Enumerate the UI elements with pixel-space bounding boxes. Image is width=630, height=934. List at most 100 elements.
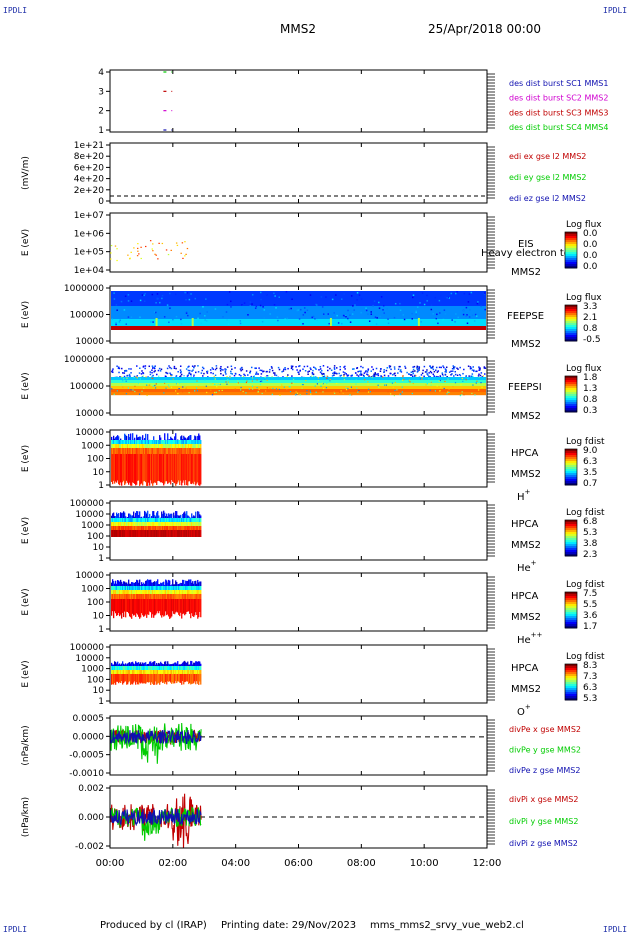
spectrogram-pixel bbox=[179, 365, 182, 367]
spectrogram-pixel bbox=[149, 371, 152, 373]
colorbar-cell bbox=[565, 232, 577, 235]
spectrogram-pixel bbox=[116, 594, 118, 599]
footer-printing-date: Printing date: 29/Nov/2023 bbox=[221, 920, 357, 931]
colorbar-tick-label: 0.0 bbox=[583, 229, 598, 239]
spectrogram-pixel bbox=[145, 662, 147, 666]
spectrogram-pixel bbox=[364, 371, 367, 373]
spectrogram-pixel bbox=[111, 670, 113, 674]
spectrogram-pixel bbox=[177, 661, 179, 666]
spectrogram-pixel bbox=[456, 374, 459, 377]
spectrogram-pixel bbox=[387, 391, 389, 393]
spectrogram-pixel bbox=[175, 674, 177, 682]
spectrogram-pixel bbox=[179, 674, 181, 683]
spectrogram-pixel bbox=[213, 375, 215, 378]
spectrogram-pixel bbox=[408, 379, 411, 381]
spectrogram-pixel bbox=[113, 674, 115, 685]
spectrogram-pixel bbox=[158, 526, 160, 530]
spectrogram-pixel bbox=[166, 454, 168, 482]
spectrogram-pixel bbox=[129, 583, 131, 586]
spectrogram-pixel bbox=[414, 370, 416, 372]
spectrogram-pixel bbox=[184, 444, 186, 448]
spectrogram-pixel bbox=[313, 375, 315, 377]
spectrogram-pixel bbox=[432, 365, 434, 368]
spectrogram-pixel bbox=[197, 666, 199, 670]
spectrogram-pixel bbox=[121, 599, 123, 619]
spectrogram-pixel bbox=[193, 515, 195, 518]
spectrogram-pixel bbox=[433, 375, 436, 378]
spectrogram-pixel bbox=[147, 448, 149, 454]
spectrogram-pixel bbox=[269, 388, 271, 390]
spectrogram-pixel bbox=[167, 674, 169, 682]
spectrogram-pixel bbox=[423, 365, 426, 368]
colorbar-cell bbox=[565, 596, 577, 599]
spectrogram-pixel bbox=[387, 322, 390, 325]
spectrogram-pixel bbox=[113, 590, 115, 594]
spectrogram-pixel bbox=[227, 381, 229, 383]
spectrogram-pixel bbox=[156, 440, 158, 444]
spectrogram-pixel bbox=[150, 448, 152, 454]
spectrogram-pixel bbox=[125, 590, 127, 594]
spectrogram-pixel bbox=[154, 440, 156, 444]
spectrogram-pixel bbox=[149, 594, 151, 599]
spectrogram-pixel bbox=[378, 301, 380, 304]
spectrogram-pixel bbox=[161, 530, 163, 537]
spectrogram-pixel bbox=[155, 670, 157, 674]
spectrogram-pixel bbox=[138, 586, 140, 590]
spectrogram-pixel bbox=[121, 513, 123, 518]
spectrogram-pixel bbox=[187, 314, 189, 317]
spectrogram-pixel bbox=[160, 526, 162, 530]
spectrogram-pixel bbox=[439, 390, 441, 392]
spectrogram-pixel bbox=[443, 366, 445, 369]
spectrogram-pixel bbox=[189, 530, 191, 537]
spectrogram-pixel bbox=[320, 384, 322, 387]
spectrogram-pixel bbox=[148, 674, 150, 683]
spectrogram-pixel bbox=[322, 376, 325, 378]
spectrogram-pixel bbox=[163, 590, 165, 594]
spectrogram-pixel bbox=[118, 436, 120, 440]
y-tick-label: 2e+20 bbox=[74, 186, 105, 196]
spectrogram-pixel bbox=[182, 662, 184, 666]
spectrogram-pixel bbox=[435, 317, 438, 320]
spectrogram-pixel bbox=[214, 378, 216, 380]
spectrogram-pixel bbox=[368, 375, 370, 377]
spectrogram-pixel bbox=[166, 586, 168, 590]
spectrogram-pixel bbox=[463, 394, 465, 396]
spectrogram-pixel bbox=[387, 318, 389, 320]
spectrogram-pixel bbox=[147, 664, 149, 666]
spectrogram-pixel bbox=[188, 590, 190, 594]
spectrogram-pixel bbox=[153, 526, 155, 530]
spectrogram-pixel bbox=[291, 375, 293, 377]
spectrogram-pixel bbox=[154, 586, 156, 590]
spectrogram-pixel bbox=[186, 518, 188, 522]
spectrogram-pixel bbox=[188, 298, 191, 301]
spectrogram-pixel bbox=[429, 376, 432, 378]
y-tick-label: 100 bbox=[87, 455, 104, 465]
spectrogram-pixel bbox=[138, 670, 140, 674]
spectrogram-pixel bbox=[116, 599, 118, 616]
spectrogram-pixel bbox=[463, 292, 466, 295]
spectrogram-pixel bbox=[259, 304, 262, 307]
spectrogram-pixel bbox=[329, 380, 331, 382]
spectrogram-pixel bbox=[188, 518, 190, 522]
spectrogram-pixel bbox=[186, 511, 188, 518]
spectrogram-pixel bbox=[400, 369, 402, 371]
spectrogram-pixel bbox=[196, 590, 198, 594]
spectrogram-pixel bbox=[141, 674, 143, 683]
y-tick-label: -0.0005 bbox=[69, 751, 104, 761]
eis-pixel bbox=[110, 258, 112, 260]
spectrogram-pixel bbox=[138, 518, 140, 522]
colorbar-cell bbox=[565, 532, 577, 535]
spectrogram-pixel bbox=[176, 586, 178, 590]
spectrogram-pixel bbox=[180, 590, 182, 594]
spectrogram-pixel bbox=[122, 590, 124, 594]
spectrogram-pixel bbox=[230, 372, 232, 375]
spectrogram-pixel bbox=[292, 378, 295, 380]
spectrogram-pixel bbox=[162, 594, 164, 599]
spectrogram-pixel bbox=[140, 586, 142, 590]
spectrogram-pixel bbox=[451, 367, 454, 370]
spectrogram-pixel bbox=[302, 314, 305, 316]
spectrogram-pixel bbox=[160, 670, 162, 674]
spectrogram-pixel bbox=[181, 518, 183, 522]
spectrogram-pixel bbox=[188, 670, 190, 674]
spectrogram-pixel bbox=[149, 670, 151, 674]
